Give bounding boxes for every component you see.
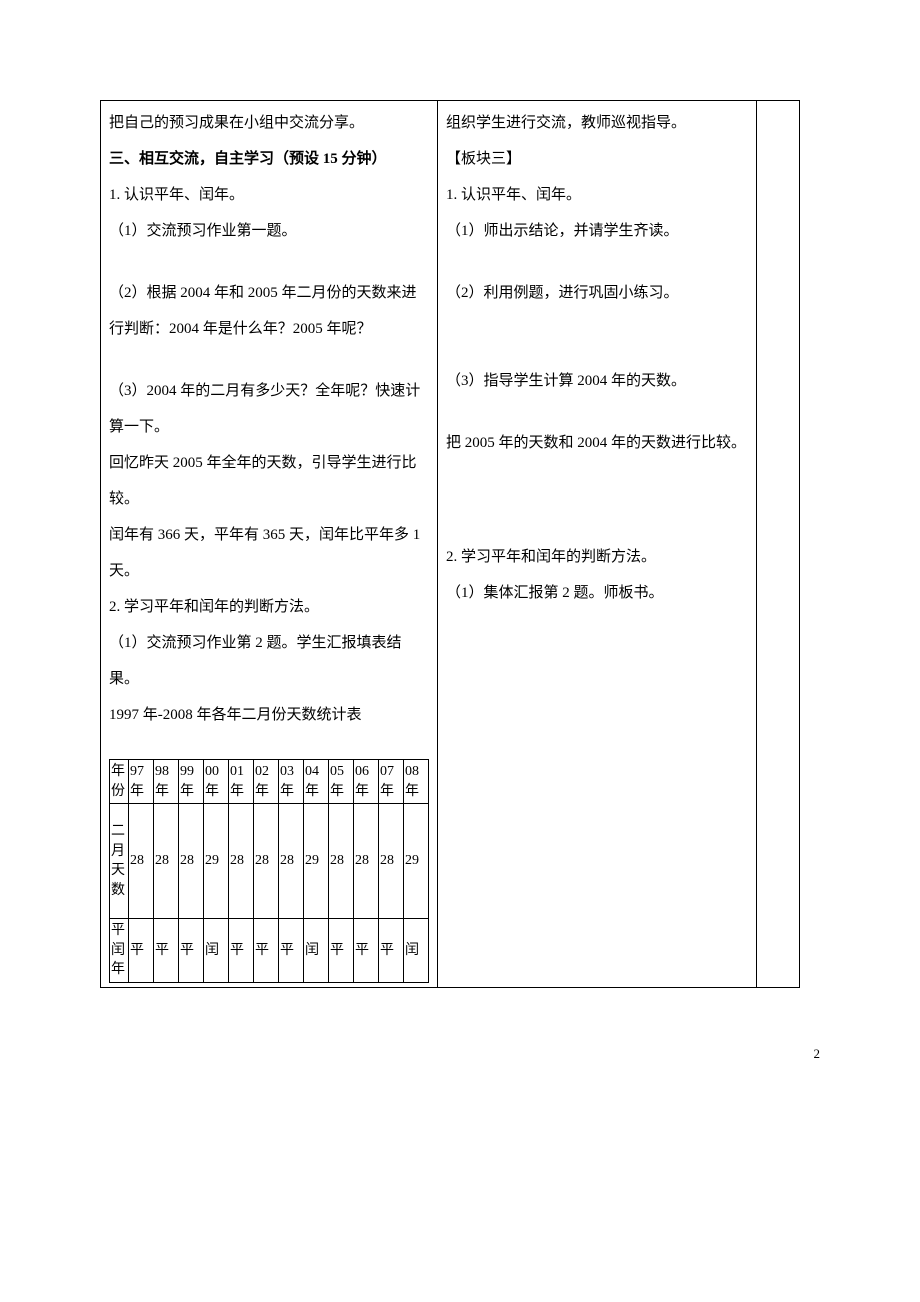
- cell-days: 29: [404, 804, 429, 919]
- cell-year: 04年: [304, 760, 329, 804]
- cell-days: 29: [304, 804, 329, 919]
- page-number: 2: [0, 1038, 920, 1069]
- cell-days: 28: [254, 804, 279, 919]
- cell-year: 05年: [329, 760, 354, 804]
- row-header-year: 年份: [110, 760, 129, 804]
- feb-days-table: 年份 97年 98年 99年 00年 01年 02年 03年 04年 05年 0: [109, 759, 429, 983]
- cell-type: 平: [229, 919, 254, 983]
- cell-type: 闰: [404, 919, 429, 983]
- right-p8: 2. 学习平年和闰年的判断方法。: [446, 539, 748, 575]
- right-column: 组织学生进行交流，教师巡视指导。 【板块三】 1. 认识平年、闰年。 （1）师出…: [438, 101, 757, 988]
- left-p10: 1997 年-2008 年各年二月份天数统计表: [109, 697, 429, 733]
- spacer: [446, 513, 748, 539]
- right-p4: （2）利用例题，进行巩固小练习。: [446, 275, 748, 311]
- spacer: [446, 249, 748, 275]
- cell-year: 00年: [204, 760, 229, 804]
- cell-year: 97年: [129, 760, 154, 804]
- cell-type: 平: [179, 919, 204, 983]
- cell-type: 平: [354, 919, 379, 983]
- cell-year: 07年: [379, 760, 404, 804]
- cell-type: 平: [329, 919, 354, 983]
- spacer: [446, 337, 748, 363]
- narrow-column: [756, 101, 799, 988]
- left-p1: 把自己的预习成果在小组中交流分享。: [109, 105, 429, 141]
- cell-type: 平: [379, 919, 404, 983]
- table-row-days: 二月天数 28 28 28 29 28 28 28 29 28 28: [110, 804, 429, 919]
- cell-year: 06年: [354, 760, 379, 804]
- left-p7: 闰年有 366 天，平年有 365 天，闰年比平年多 1 天。: [109, 517, 429, 589]
- table-row-year: 年份 97年 98年 99年 00年 01年 02年 03年 04年 05年 0: [110, 760, 429, 804]
- cell-days: 28: [129, 804, 154, 919]
- cell-year: 02年: [254, 760, 279, 804]
- spacer: [446, 311, 748, 337]
- left-p8: 2. 学习平年和闰年的判断方法。: [109, 589, 429, 625]
- spacer: [446, 399, 748, 425]
- row-header-type: 平闰年: [110, 919, 129, 983]
- cell-days: 28: [179, 804, 204, 919]
- cell-type: 闰: [304, 919, 329, 983]
- spacer: [109, 733, 429, 759]
- cell-days: 28: [329, 804, 354, 919]
- cell-days: 29: [204, 804, 229, 919]
- table-row-type: 平闰年 平 平 平 闰 平 平 平 闰 平 平: [110, 919, 429, 983]
- cell-year: 99年: [179, 760, 204, 804]
- spacer: [109, 347, 429, 373]
- cell-type: 平: [254, 919, 279, 983]
- left-p9: （1）交流预习作业第 2 题。学生汇报填表结果。: [109, 625, 429, 697]
- cell-type: 平: [154, 919, 179, 983]
- right-p3: （1）师出示结论，并请学生齐读。: [446, 213, 748, 249]
- cell-year: 08年: [404, 760, 429, 804]
- cell-type: 闰: [204, 919, 229, 983]
- cell-type: 平: [279, 919, 304, 983]
- row-header-days: 二月天数: [110, 804, 129, 919]
- cell-year: 98年: [154, 760, 179, 804]
- cell-days: 28: [379, 804, 404, 919]
- left-p6: 回忆昨天 2005 年全年的天数，引导学生进行比较。: [109, 445, 429, 517]
- right-p1: 组织学生进行交流，教师巡视指导。: [446, 105, 748, 141]
- cell-year: 03年: [279, 760, 304, 804]
- right-heading-3: 【板块三】: [446, 141, 748, 177]
- left-column: 把自己的预习成果在小组中交流分享。 三、相互交流，自主学习（预设 15 分钟） …: [101, 101, 438, 988]
- spacer: [446, 461, 748, 487]
- right-p6: 把 2005 年的天数和 2004 年的天数进行比较。: [446, 425, 748, 461]
- left-p2: 1. 认识平年、闰年。: [109, 177, 429, 213]
- cell-days: 28: [154, 804, 179, 919]
- cell-year: 01年: [229, 760, 254, 804]
- spacer: [109, 249, 429, 275]
- left-heading-3: 三、相互交流，自主学习（预设 15 分钟）: [109, 141, 429, 177]
- left-p5: （3）2004 年的二月有多少天？全年呢？快速计算一下。: [109, 373, 429, 445]
- cell-days: 28: [229, 804, 254, 919]
- left-p3: （1）交流预习作业第一题。: [109, 213, 429, 249]
- right-p9: （1）集体汇报第 2 题。师板书。: [446, 575, 748, 611]
- right-p5: （3）指导学生计算 2004 年的天数。: [446, 363, 748, 399]
- cell-type: 平: [129, 919, 154, 983]
- page: 把自己的预习成果在小组中交流分享。 三、相互交流，自主学习（预设 15 分钟） …: [0, 100, 920, 1069]
- cell-days: 28: [279, 804, 304, 919]
- main-layout-table: 把自己的预习成果在小组中交流分享。 三、相互交流，自主学习（预设 15 分钟） …: [100, 100, 800, 988]
- right-p2: 1. 认识平年、闰年。: [446, 177, 748, 213]
- spacer: [446, 487, 748, 513]
- left-p4: （2）根据 2004 年和 2005 年二月份的天数来进行判断：2004 年是什…: [109, 275, 429, 347]
- cell-days: 28: [354, 804, 379, 919]
